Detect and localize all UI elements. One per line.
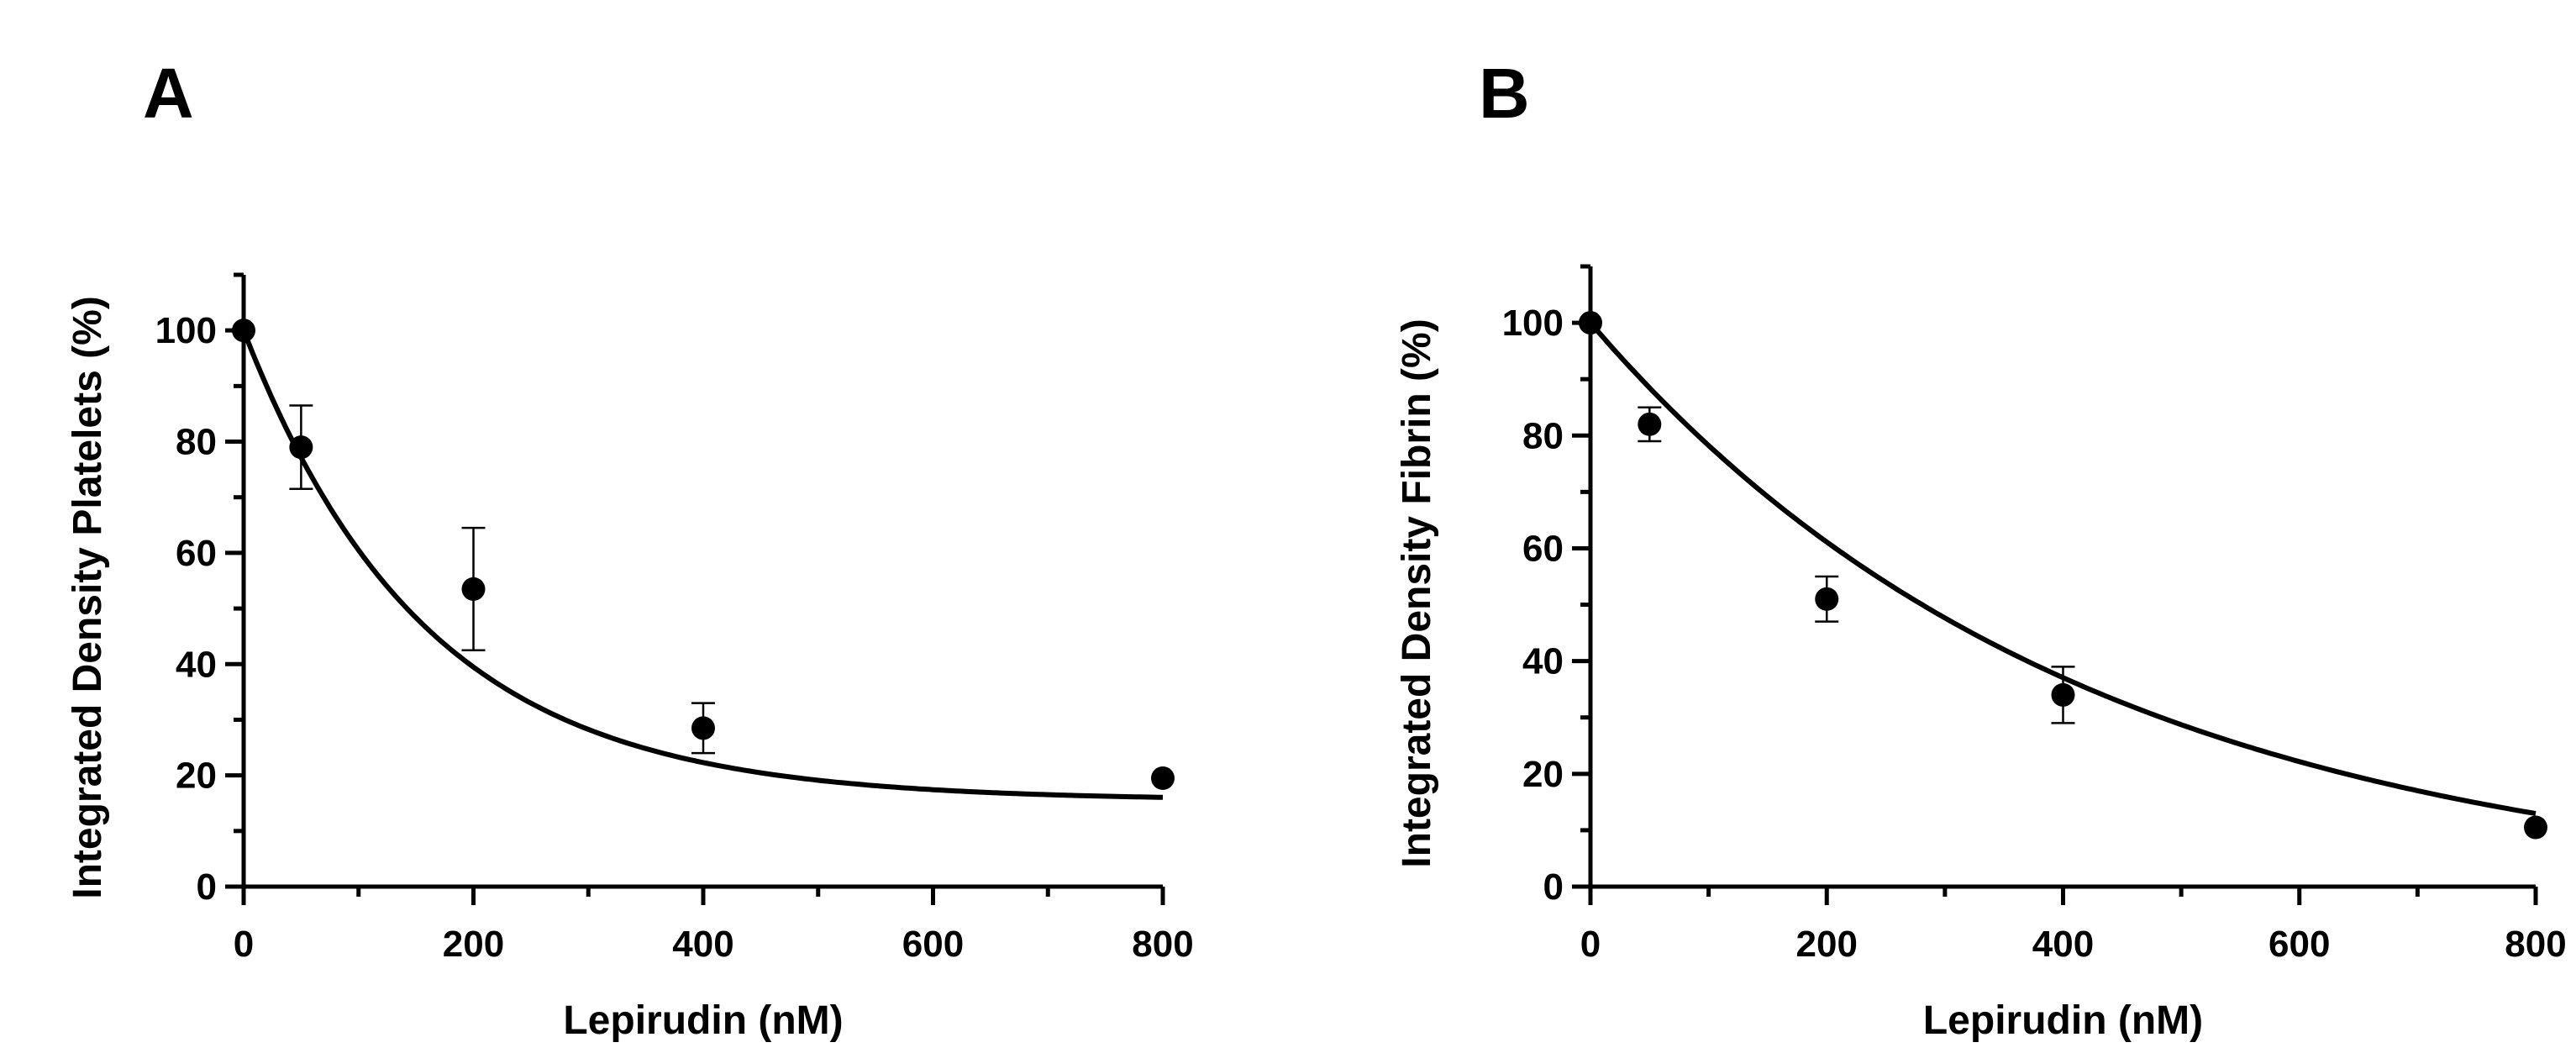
x-tick-label: 0	[1580, 924, 1601, 965]
panel-letter: B	[1479, 54, 1530, 133]
data-point	[1579, 311, 1602, 335]
data-point	[1815, 587, 1839, 611]
y-tick-label: 100	[155, 310, 217, 351]
y-tick-label: 80	[176, 422, 217, 463]
data-point	[461, 577, 486, 601]
x-tick-label: 200	[1796, 924, 1858, 965]
x-tick-label: 0	[234, 924, 254, 965]
x-tick-label: 400	[672, 924, 733, 965]
fit-curve	[1588, 321, 2537, 817]
y-tick-label: 60	[176, 533, 217, 574]
y-tick-label: 60	[1522, 528, 1564, 569]
chart-panel-a: A 0 20 40 60 80 100 0 200 400 600 800 Lepirudin (nM)…	[66, 54, 1194, 1043]
data-point	[1638, 412, 1662, 436]
y-tick-label: 20	[176, 756, 217, 797]
x-tick-label: 400	[2032, 924, 2094, 965]
data-point	[2051, 682, 2075, 707]
y-tick-label: 0	[1543, 866, 1564, 908]
panel-letter: A	[143, 54, 194, 133]
y-axis-title: Integrated Density Platelets (%)	[66, 296, 110, 899]
x-tick-label: 600	[2268, 924, 2330, 965]
x-tick-label: 600	[902, 924, 964, 965]
x-axis-title: Lepirudin (nM)	[563, 998, 843, 1043]
chart-panel-b: B 0 20 40 60 80 100 0 200 400 600 800 Lepirudin (nM)…	[1395, 54, 2567, 1043]
x-tick-label: 200	[443, 924, 504, 965]
fit-curve	[241, 329, 1164, 800]
y-tick-label: 80	[1522, 415, 1564, 456]
data-point	[232, 319, 255, 343]
y-tick-label: 100	[1502, 303, 1564, 344]
x-tick-label: 800	[1132, 924, 1193, 965]
y-axis-title: Integrated Density Fibrin (%)	[1395, 319, 1439, 867]
y-tick-label: 20	[1522, 754, 1564, 795]
y-tick-label: 40	[176, 644, 217, 685]
data-point	[691, 716, 715, 740]
data-point	[1151, 766, 1175, 790]
x-tick-label: 800	[2505, 924, 2566, 965]
x-axis-title: Lepirudin (nM)	[1923, 998, 2203, 1043]
data-point	[2524, 815, 2547, 840]
data-point	[289, 435, 313, 460]
y-tick-label: 0	[197, 866, 217, 908]
y-tick-label: 40	[1522, 641, 1564, 682]
